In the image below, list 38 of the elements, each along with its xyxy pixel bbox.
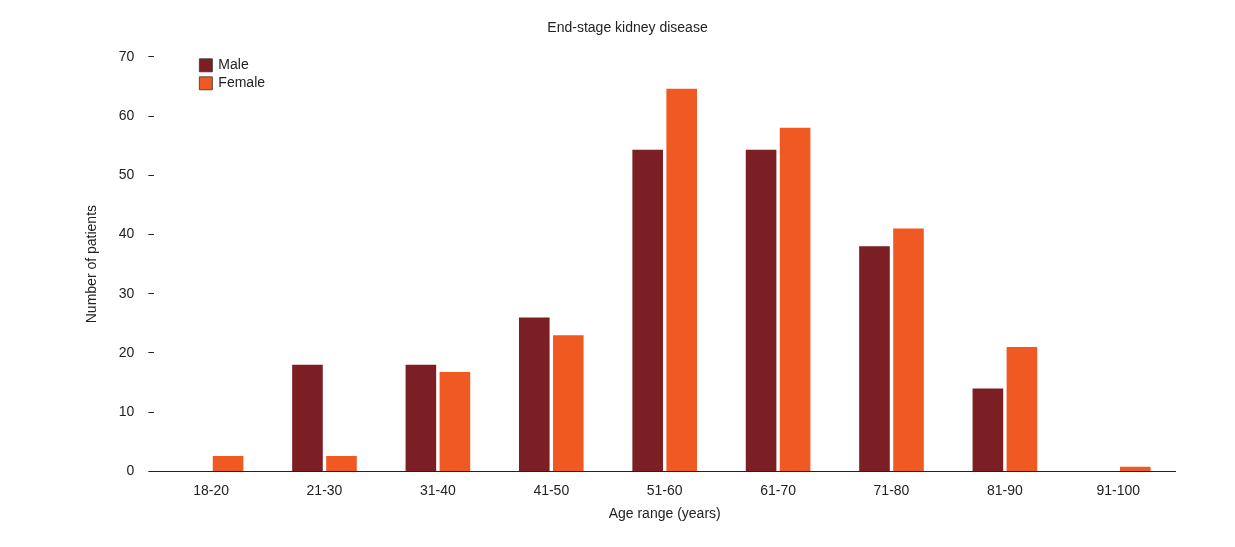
x-tick-label: 61-70: [760, 481, 797, 498]
y-tick-label: 30: [118, 284, 135, 301]
y-tick-label: 10: [118, 403, 135, 420]
x-tick-label: 21-30: [306, 481, 343, 498]
bar: [552, 335, 584, 471]
bar: [326, 456, 357, 471]
y-tick-label: 0: [126, 462, 135, 479]
bar: [292, 364, 323, 471]
x-tick-label: 71-80: [873, 481, 910, 498]
y-tick-label: 20: [118, 343, 135, 360]
bar: [1120, 466, 1151, 471]
chart-title: End-stage kidney disease: [547, 19, 708, 36]
bar: [518, 317, 550, 471]
bar: [972, 388, 1004, 471]
y-tick-label: 70: [118, 47, 135, 64]
bar: [212, 456, 244, 471]
x-tick-label: 31-40: [419, 481, 456, 498]
x-axis-title: Age range (years): [608, 505, 721, 522]
x-tick-label: 91-100: [1096, 481, 1141, 498]
bar: [1006, 347, 1038, 471]
bar: [779, 127, 811, 471]
legend-label: Female: [218, 74, 266, 91]
bar: [632, 149, 663, 471]
bar: [666, 88, 698, 471]
x-tick-label: 81-90: [986, 481, 1024, 498]
x-tick-label: 41-50: [533, 481, 570, 498]
y-tick-label: 50: [118, 166, 135, 183]
bar: [745, 149, 777, 471]
legend-label: Male: [218, 56, 249, 73]
y-tick-label: 40: [118, 225, 135, 242]
bar: [859, 246, 890, 471]
y-axis-title: Number of patients: [83, 204, 100, 324]
bar: [439, 371, 471, 471]
x-tick-label: 18-20: [193, 481, 230, 498]
bar: [405, 364, 437, 471]
bar: [893, 228, 924, 471]
y-tick-label: 60: [118, 106, 135, 123]
x-tick-label: 51-60: [646, 481, 683, 498]
